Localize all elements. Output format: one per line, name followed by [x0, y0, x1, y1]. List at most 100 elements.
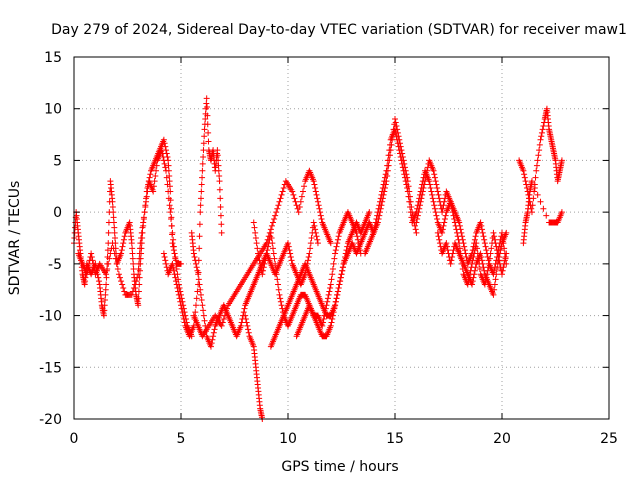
series-trace-m [516, 105, 565, 216]
data-point [431, 174, 438, 181]
data-point [170, 236, 177, 243]
data-point [397, 153, 404, 160]
data-point [192, 260, 199, 267]
data-point [392, 119, 399, 126]
data-point [447, 198, 454, 205]
data-point [275, 286, 282, 293]
data-point [153, 167, 160, 174]
data-point [104, 266, 111, 273]
data-point [197, 286, 204, 293]
data-point [329, 312, 336, 319]
data-point [376, 202, 383, 209]
data-point [442, 212, 449, 219]
data-point [173, 281, 180, 288]
data-point [311, 181, 318, 188]
data-point [497, 247, 504, 254]
data-point [111, 250, 118, 257]
data-point [162, 257, 169, 264]
data-point [88, 250, 95, 257]
data-point [196, 233, 203, 240]
data-point [203, 100, 210, 107]
data-point [335, 284, 342, 291]
data-point [272, 212, 279, 219]
data-point [325, 291, 332, 298]
data-point [401, 171, 408, 178]
y-tick-label: -20 [39, 412, 62, 428]
data-point [261, 260, 268, 267]
x-tick-label: 0 [70, 431, 79, 447]
data-point [449, 209, 456, 216]
data-point [310, 178, 317, 185]
data-point [430, 167, 437, 174]
data-point [272, 266, 279, 273]
data-point [169, 260, 176, 267]
data-point [215, 162, 222, 169]
data-point [195, 276, 202, 283]
data-point [135, 288, 142, 295]
data-point [135, 271, 142, 278]
data-point [401, 174, 408, 181]
data-point [418, 195, 425, 202]
data-point [496, 253, 503, 260]
data-point [135, 260, 142, 267]
data-point [195, 271, 202, 278]
data-point [461, 243, 468, 250]
data-point [433, 212, 440, 219]
data-point [190, 250, 197, 257]
data-point [252, 229, 259, 236]
data-point [293, 202, 300, 209]
data-point [536, 141, 543, 148]
data-point [366, 209, 373, 216]
data-point [200, 153, 207, 160]
data-point [535, 152, 542, 159]
data-point [394, 140, 401, 147]
data-point [262, 253, 269, 260]
data-point [471, 267, 478, 274]
data-point [135, 302, 142, 309]
data-point [165, 195, 172, 202]
data-point [416, 202, 423, 209]
data-point [337, 274, 344, 281]
data-point [196, 281, 203, 288]
data-point [449, 253, 456, 260]
data-point [327, 281, 334, 288]
data-point [220, 316, 227, 323]
data-point [320, 316, 327, 323]
data-point [436, 195, 443, 202]
data-point [317, 212, 324, 219]
data-point [158, 147, 165, 154]
data-point [275, 202, 282, 209]
data-point [292, 198, 299, 205]
series-trace-l [434, 229, 510, 298]
data-point [334, 240, 341, 247]
data-point [312, 229, 319, 236]
data-point [162, 164, 169, 171]
y-tick-label: 5 [53, 153, 62, 169]
data-point [543, 212, 550, 219]
data-point [264, 247, 271, 254]
data-point [203, 95, 210, 102]
data-point [222, 309, 229, 316]
data-point [199, 174, 206, 181]
data-point [435, 233, 442, 240]
data-point [106, 255, 113, 262]
data-point [275, 281, 282, 288]
data-point [429, 195, 436, 202]
data-point [384, 162, 391, 169]
data-point [120, 284, 127, 291]
data-point [178, 302, 184, 309]
x-tick-label: 25 [600, 431, 618, 447]
data-point [335, 233, 342, 240]
data-point [83, 271, 90, 278]
data-point [129, 288, 136, 295]
data-point [138, 235, 145, 241]
data-point [103, 281, 110, 288]
data-point [440, 222, 447, 229]
data-point [532, 174, 539, 181]
data-point [215, 157, 222, 164]
data-point [88, 253, 95, 260]
data-point [328, 319, 335, 326]
data-point [101, 307, 108, 314]
data-point [143, 193, 150, 200]
data-point [118, 247, 125, 254]
